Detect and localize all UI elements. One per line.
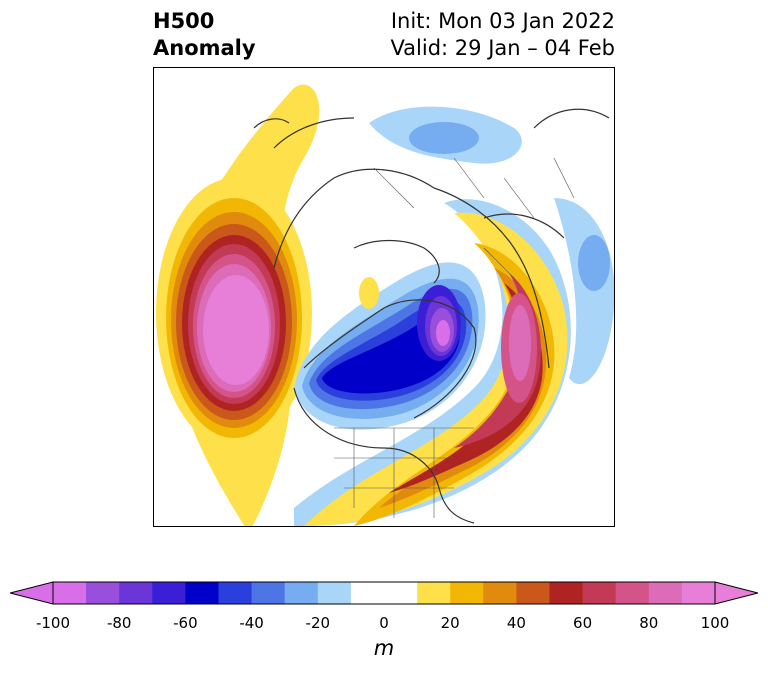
colorbar-bin: [152, 582, 186, 604]
colorbar-min-arrow: [10, 581, 54, 605]
map-title: H500 Anomaly: [153, 8, 256, 62]
title-field: Anomaly: [153, 36, 256, 60]
colorbar-max-arrow: [714, 581, 758, 605]
colorbar-bin: [251, 582, 286, 604]
colorbar-unit: m: [373, 636, 395, 660]
colorbar-tick-label: -20: [305, 614, 331, 632]
colorbar: [10, 581, 758, 605]
forecast-dates: Init: Mon 03 Jan 2022 Valid: 29 Jan – 04…: [390, 8, 615, 62]
anomaly-map: [153, 67, 615, 527]
colorbar-bin: [284, 582, 319, 604]
colorbar-bin: [53, 582, 87, 604]
ural-trough: [554, 198, 614, 384]
anomaly-map-canvas: [154, 68, 614, 526]
colorbar-bin: [681, 582, 716, 604]
valid-dates: Valid: 29 Jan – 04 Feb: [390, 36, 615, 60]
colorbar-tick-label: 20: [440, 614, 460, 632]
coastlines: [253, 108, 610, 524]
colorbar-bin: [615, 582, 650, 604]
colorbar-frame: [52, 581, 716, 605]
colorbar-tick-label: 80: [639, 614, 659, 632]
political-borders: [334, 157, 575, 518]
colorbar-bin: [86, 582, 120, 604]
colorbar-bin: [218, 582, 253, 604]
siberian-trough: [369, 106, 522, 164]
colorbar-bin: [450, 582, 484, 604]
colorbar-bin: [417, 582, 451, 604]
init-date: Init: Mon 03 Jan 2022: [390, 9, 615, 33]
colorbar-tick-label: 60: [573, 614, 593, 632]
colorbar-tick-label: 40: [506, 614, 526, 632]
colorbar-bin: [350, 582, 418, 604]
colorbar-bin: [516, 582, 550, 604]
colorbar-tick-label: 0: [379, 614, 389, 632]
colorbar-bin: [549, 582, 584, 604]
colorbar-bin: [483, 582, 517, 604]
atlantic-ridge: [294, 199, 571, 526]
alaska-ridge: [156, 84, 320, 526]
colorbar-bin: [648, 582, 683, 604]
colorbar-tick-label: -80: [106, 614, 132, 632]
title-variable: H500: [153, 9, 215, 33]
canada-trough: [294, 262, 486, 430]
colorbar-tick-label: -100: [35, 614, 71, 632]
colorbar-bin: [582, 582, 617, 604]
colorbar-bin: [317, 582, 352, 604]
colorbar-bin: [119, 582, 153, 604]
colorbar-tick-label: -40: [239, 614, 264, 632]
colorbar-bin: [185, 582, 219, 604]
arctic-ridge: [359, 277, 379, 309]
colorbar-tick-label: -60: [173, 614, 198, 632]
colorbar-tick-label: 100: [700, 614, 730, 632]
